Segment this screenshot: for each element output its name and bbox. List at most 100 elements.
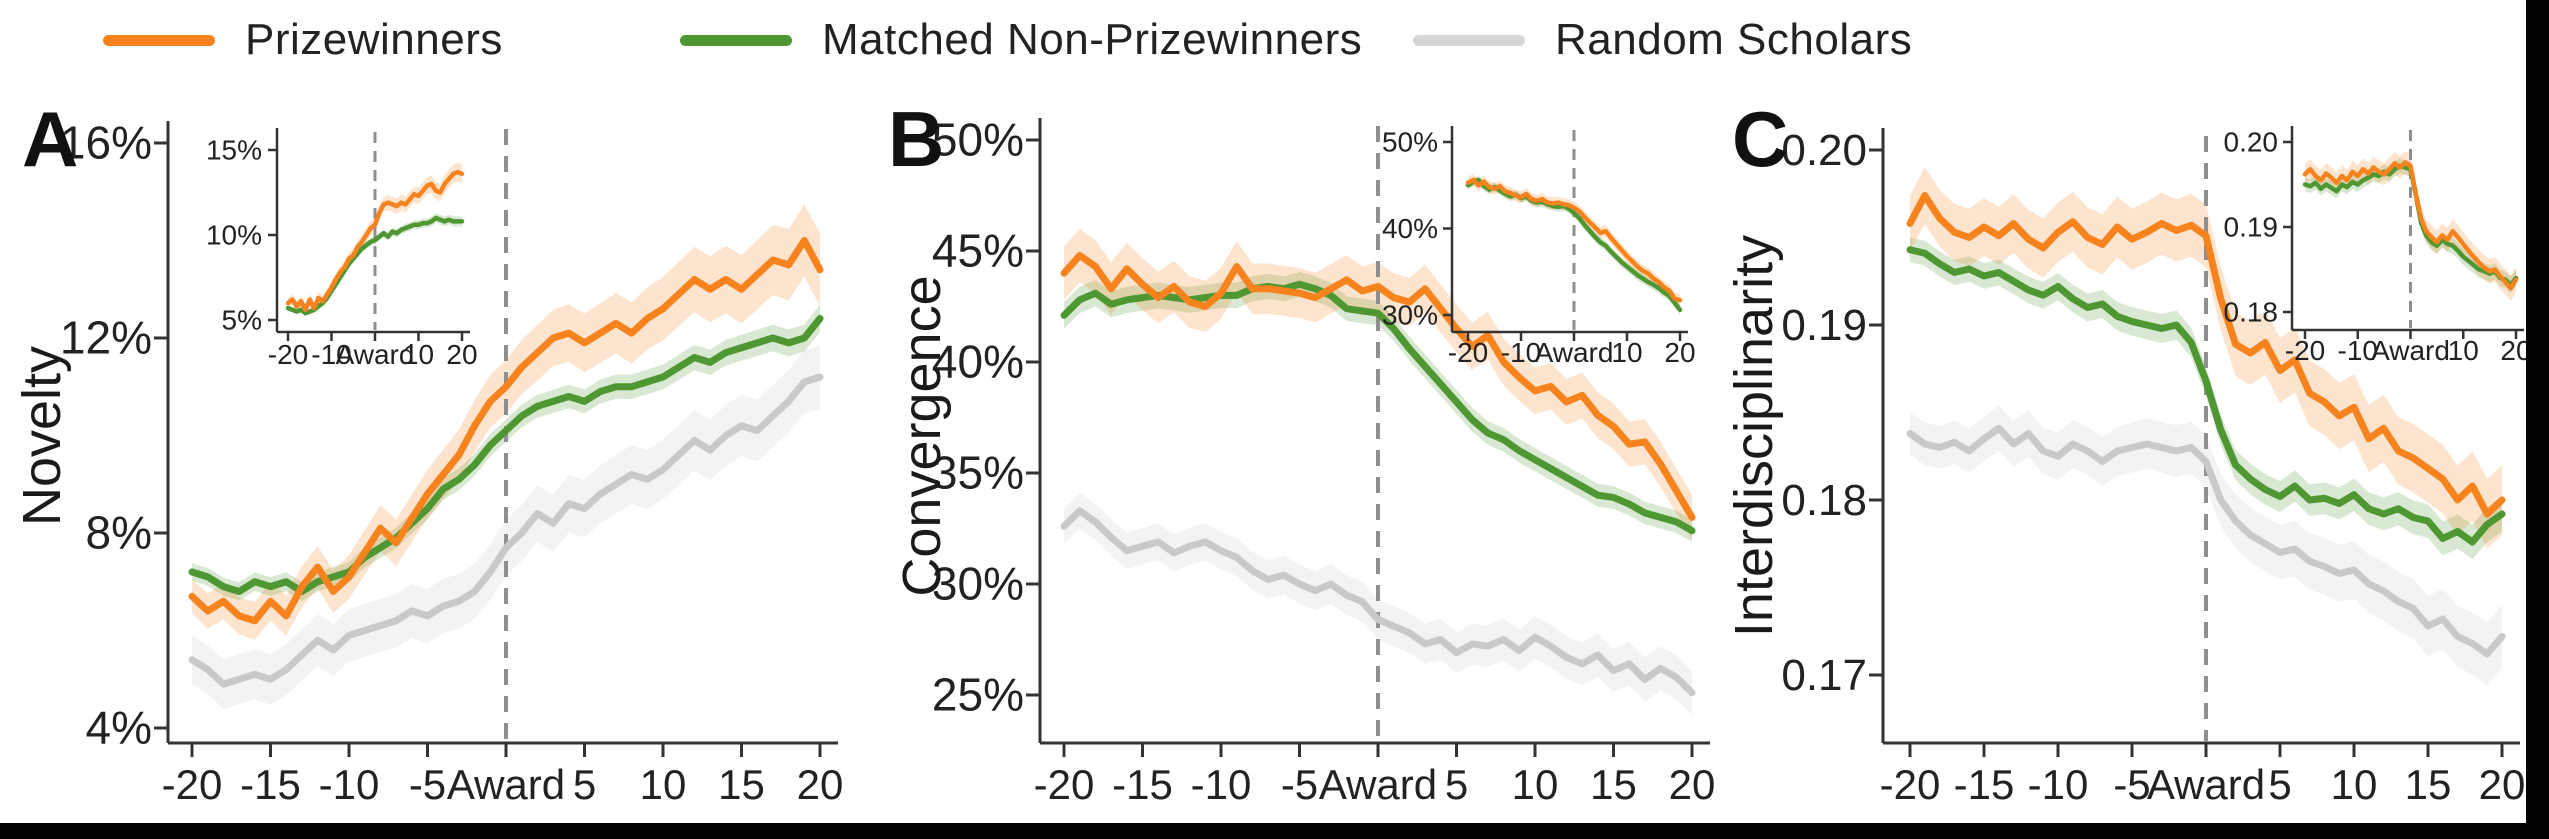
x-tick-label: Award <box>2371 335 2450 366</box>
y-tick-label: 30% <box>1382 300 1438 331</box>
x-tick-label: 10 <box>2331 761 2378 808</box>
y-tick-label: 0.19 <box>1781 301 1867 350</box>
series-line-random-scholars <box>188 373 824 688</box>
x-tick-label: -10 <box>2338 335 2378 366</box>
y-tick-label: 12% <box>60 312 152 364</box>
series-line-prizewinners <box>285 169 465 313</box>
x-tick-label: Award <box>2147 761 2265 808</box>
x-tick-label: 20 <box>1669 761 1716 808</box>
x-tick-label: 15 <box>2405 761 2452 808</box>
series-line-prizewinners <box>188 237 824 625</box>
series-band-prizewinners <box>1064 228 1692 540</box>
y-tick-label: 0.17 <box>1781 651 1867 700</box>
y-tick-label: 50% <box>1382 127 1438 158</box>
x-tick-label: 20 <box>797 761 844 808</box>
legend-item-random-scholars: Random Scholars <box>1413 10 1912 70</box>
series-band-prizewinners <box>2305 150 2516 301</box>
x-tick-label: 10 <box>403 339 434 370</box>
series-line-matched-non-prizewinners <box>188 315 824 595</box>
x-tick-label: 20 <box>446 339 477 370</box>
series-line-prizewinners <box>2302 160 2519 291</box>
series-line-prizewinners <box>1465 177 1683 303</box>
series-band-random-scholars <box>192 345 820 709</box>
series-line-matched-non-prizewinners <box>285 215 465 316</box>
x-tick-label: -20 <box>162 761 223 808</box>
y-tick-label: 16% <box>60 117 152 169</box>
x-tick-label: -5 <box>2113 761 2150 808</box>
legend-label-matched-non-prizewinners: Matched Non-Prizewinners <box>822 15 1363 64</box>
legend-label-prizewinners: Prizewinners <box>245 15 503 64</box>
legend-item-prizewinners: Prizewinners <box>103 10 503 70</box>
x-tick-label: Award <box>447 761 565 808</box>
legend-swatch-prizewinners <box>103 34 215 46</box>
y-tick-label: 0.20 <box>1781 126 1867 175</box>
x-tick-label: -20 <box>1448 337 1488 368</box>
series-line-matched-non-prizewinners <box>1906 246 2506 546</box>
y-tick-label: 0.18 <box>1781 476 1867 525</box>
x-tick-label: 5 <box>573 761 596 808</box>
y-tick-label: 0.18 <box>2224 297 2279 328</box>
x-tick-label: -10 <box>311 339 351 370</box>
panels-chart-svg: 16%12%8%4%-20 -15 -10 -5 Award 5 10 15 20ANovelt… <box>12 95 2526 808</box>
y-tick-label: 0.20 <box>2224 127 2279 158</box>
y-tick-label: 4% <box>86 702 152 754</box>
y-axis-title-novelty: Novelty <box>12 346 72 526</box>
series-line-prizewinners <box>1906 192 2506 518</box>
x-tick-label: 10 <box>1512 761 1559 808</box>
y-tick-label: 40% <box>1382 213 1438 244</box>
series-line-random-scholars <box>1906 424 2506 658</box>
x-tick-label: -10 <box>1501 337 1541 368</box>
legend: Prizewinners Matched Non-Prizewinners Ra… <box>0 10 2526 70</box>
y-tick-label: 35% <box>932 447 1024 499</box>
y-tick-label: 15% <box>206 135 262 166</box>
y-tick-label: 8% <box>86 507 152 559</box>
panel-letter-B: B <box>888 95 944 183</box>
y-tick-label: 0.19 <box>2224 212 2279 243</box>
figure-canvas: Prizewinners Matched Non-Prizewinners Ra… <box>0 0 2526 823</box>
legend-item-matched-non-prizewinners: Matched Non-Prizewinners <box>680 10 1362 70</box>
x-tick-label: 10 <box>640 761 687 808</box>
x-tick-label: 10 <box>1611 337 1642 368</box>
y-tick-label: 30% <box>932 558 1024 610</box>
series-line-prizewinners <box>1060 251 1696 521</box>
series-band-matched-non-prizewinners <box>1910 237 2502 560</box>
series-line-matched-non-prizewinners <box>1060 280 1696 535</box>
x-tick-label: -5 <box>1281 761 1318 808</box>
x-tick-label: -5 <box>409 761 446 808</box>
legend-swatch-random-scholars <box>1413 34 1525 46</box>
x-tick-label: -20 <box>1034 761 1095 808</box>
x-tick-label: 20 <box>1664 337 1695 368</box>
x-tick-label: Award <box>336 339 415 370</box>
y-tick-label: 25% <box>932 669 1024 721</box>
panel-letter-A: A <box>22 95 78 183</box>
x-tick-label: 15 <box>718 761 765 808</box>
x-tick-label: -15 <box>240 761 301 808</box>
legend-swatch-matched-non-prizewinners <box>680 34 792 46</box>
x-tick-label: -20 <box>1880 761 1941 808</box>
series-band-prizewinners <box>288 162 462 316</box>
x-tick-label: 20 <box>2479 761 2526 808</box>
x-tick-label: -15 <box>1954 761 2015 808</box>
x-tick-label: 15 <box>1590 761 1637 808</box>
series-line-random-scholars <box>1060 507 1696 697</box>
x-tick-label: Award <box>1535 337 1614 368</box>
series-line-matched-non-prizewinners <box>1465 177 1683 313</box>
x-tick-label: -10 <box>319 761 380 808</box>
legend-label-random-scholars: Random Scholars <box>1555 15 1913 64</box>
x-tick-label: 20 <box>2500 335 2526 366</box>
y-tick-label: 10% <box>206 220 262 251</box>
y-tick-label: 5% <box>222 305 262 336</box>
x-tick-label: 5 <box>2268 761 2291 808</box>
series-band-prizewinners <box>192 204 820 640</box>
x-tick-label: 5 <box>1445 761 1468 808</box>
x-tick-label: -15 <box>1112 761 1173 808</box>
y-axis-title-interdisciplinarity: Interdisciplinarity <box>1724 235 1784 637</box>
y-tick-label: 50% <box>932 114 1024 166</box>
y-tick-label: 45% <box>932 225 1024 277</box>
x-tick-label: -10 <box>1191 761 1252 808</box>
panel-letter-C: C <box>1732 95 1788 183</box>
